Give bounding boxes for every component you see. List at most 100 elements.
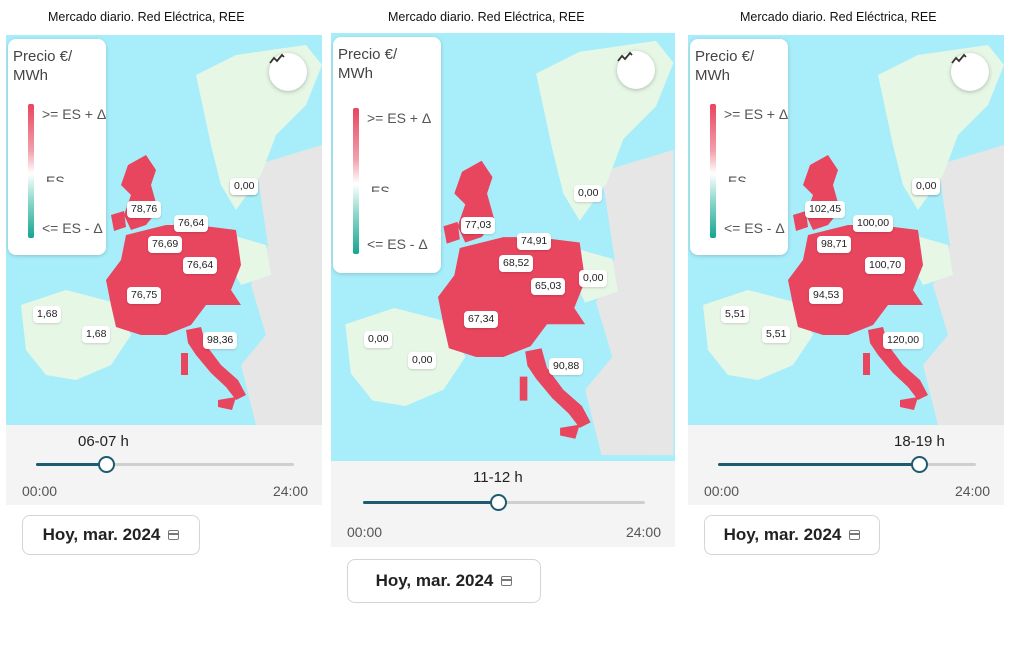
hour-slider-track[interactable] (36, 463, 294, 466)
date-picker-button[interactable]: Hoy, mar. 2024 (704, 515, 880, 555)
legend-high-label: >= ES + Δ (367, 110, 432, 126)
price-label-pt[interactable]: 5,51 (721, 306, 750, 323)
no-data-region[interactable] (271, 335, 322, 425)
price-label-be[interactable]: 100,00 (853, 215, 894, 232)
high-price-region[interactable] (121, 155, 158, 230)
hour-slider-fill (363, 501, 498, 504)
date-label: Hoy, mar. 2024 (375, 571, 494, 590)
high-price-region[interactable] (186, 327, 246, 400)
calendar-icon (168, 530, 180, 540)
legend-mid-label: ES (46, 173, 65, 182)
source-caption-1: Mercado diario. Red Eléctrica, REE (48, 10, 245, 24)
legend-mid-label: ES (371, 183, 390, 192)
legend-low-label: <= ES - Δ (367, 236, 428, 252)
price-label-es[interactable]: 1,68 (82, 326, 111, 343)
hour-slider-thumb[interactable] (98, 456, 115, 473)
price-label-be[interactable]: 68,52 (499, 255, 534, 272)
price-label-se[interactable]: 0,00 (574, 185, 603, 202)
hour-slider-area: 18-19 h 00:00 24:00 (688, 425, 1004, 505)
europe-map[interactable]: Precio €/ MWh >= ES + Δ ES <= ES - Δ 102,45 1… (688, 35, 1004, 425)
legend-title: Precio €/ MWh (13, 48, 73, 84)
price-label-it[interactable]: 98,36 (203, 332, 238, 349)
high-price-region[interactable] (443, 221, 460, 244)
slider-start-label: 00:00 (704, 483, 740, 499)
high-price-region[interactable] (788, 225, 923, 335)
no-data-region[interactable] (617, 357, 674, 456)
legend-mid-label: ES (728, 173, 747, 182)
source-caption-3: Mercado diario. Red Eléctrica, REE (740, 10, 937, 24)
selected-hour-label: 06-07 h (78, 433, 129, 450)
legend-gradient-bar (710, 104, 716, 238)
date-label: Hoy, mar. 2024 (723, 525, 842, 544)
hour-slider-area: 06-07 h 00:00 24:00 (6, 425, 322, 505)
high-price-region[interactable] (181, 353, 188, 375)
high-price-region[interactable] (218, 397, 236, 410)
date-label: Hoy, mar. 2024 (42, 525, 161, 544)
price-label-be[interactable]: 76,64 (174, 215, 209, 232)
high-price-region[interactable] (803, 155, 840, 230)
price-label-it[interactable]: 120,00 (883, 332, 924, 349)
selected-hour-label: 11-12 h (473, 469, 523, 486)
price-label-de[interactable]: 74,91 (517, 233, 552, 250)
high-price-region[interactable] (111, 211, 126, 231)
hour-slider-track[interactable] (718, 463, 976, 466)
high-price-region[interactable] (560, 424, 580, 439)
high-price-region[interactable] (519, 376, 528, 401)
hour-slider-thumb[interactable] (490, 494, 507, 511)
legend-gradient-bar (28, 104, 34, 238)
low-price-region[interactable] (910, 235, 953, 285)
europe-map[interactable]: Precio €/ MWh >= ES + Δ ES <= ES - Δ 78,76 76… (6, 35, 322, 425)
calendar-icon (501, 576, 513, 586)
legend-low-label: <= ES - Δ (724, 220, 785, 236)
selected-hour-label: 18-19 h (894, 433, 945, 450)
high-price-region[interactable] (900, 397, 918, 410)
price-label-de[interactable]: 100,70 (865, 257, 906, 274)
low-price-region[interactable] (228, 235, 271, 285)
line-chart-icon[interactable] (951, 53, 989, 91)
high-price-region[interactable] (525, 348, 591, 428)
high-price-region[interactable] (863, 353, 870, 375)
date-picker-button[interactable]: Hoy, mar. 2024 (347, 559, 541, 603)
legend-high-label: >= ES + Δ (42, 106, 107, 122)
price-label-fr[interactable]: 94,53 (809, 287, 844, 304)
price-legend: Precio €/ MWh >= ES + Δ ES <= ES - Δ (8, 39, 106, 255)
price-label-se[interactable]: 0,00 (230, 178, 259, 195)
line-chart-icon[interactable] (617, 51, 655, 89)
legend-title: Precio €/ MWh (695, 48, 755, 84)
slider-end-label: 24:00 (272, 483, 308, 499)
map-panel-2: Precio €/ MWh >= ES + Δ ES <= ES - Δ 77,03 74… (331, 33, 675, 657)
price-label-fr_n[interactable]: 98,71 (817, 236, 852, 253)
legend-gradient-bar (353, 108, 359, 254)
line-chart-icon[interactable] (269, 53, 307, 91)
price-label-it[interactable]: 90,88 (549, 358, 584, 375)
no-data-region[interactable] (953, 335, 1004, 425)
price-label-fr_n[interactable]: 76,69 (148, 236, 183, 253)
price-label-pt[interactable]: 1,68 (33, 306, 62, 323)
price-label-de[interactable]: 76,64 (183, 257, 218, 274)
slider-start-label: 00:00 (22, 483, 58, 499)
price-label-gb[interactable]: 77,03 (461, 217, 496, 234)
hour-slider-thumb[interactable] (911, 456, 928, 473)
legend-title: Precio €/ MWh (338, 46, 398, 82)
slider-start-label: 00:00 (347, 524, 383, 540)
source-caption-2: Mercado diario. Red Eléctrica, REE (388, 10, 585, 24)
price-label-fr[interactable]: 76,75 (127, 287, 162, 304)
price-label-es[interactable]: 0,00 (408, 352, 437, 369)
price-label-ch[interactable]: 65,03 (531, 278, 566, 295)
legend-high-label: >= ES + Δ (724, 106, 789, 122)
high-price-region[interactable] (793, 211, 808, 231)
hour-slider-area: 11-12 h 00:00 24:00 (331, 461, 675, 547)
price-label-gb[interactable]: 78,76 (127, 201, 162, 218)
price-label-es[interactable]: 5,51 (762, 326, 791, 343)
map-panel-3: Precio €/ MWh >= ES + Δ ES <= ES - Δ 102,45 1… (688, 35, 1004, 615)
price-label-pt[interactable]: 0,00 (364, 331, 393, 348)
price-label-gb[interactable]: 102,45 (805, 201, 846, 218)
high-price-region[interactable] (106, 225, 241, 335)
europe-map[interactable]: Precio €/ MWh >= ES + Δ ES <= ES - Δ 77,03 74… (331, 33, 675, 461)
date-picker-button[interactable]: Hoy, mar. 2024 (22, 515, 200, 555)
price-label-pl[interactable]: 0,00 (579, 270, 608, 287)
map-panel-1: Precio €/ MWh >= ES + Δ ES <= ES - Δ 78,76 76… (6, 35, 322, 615)
price-label-se[interactable]: 0,00 (912, 178, 941, 195)
price-label-fr[interactable]: 67,34 (464, 311, 499, 328)
hour-slider-fill (36, 463, 106, 466)
